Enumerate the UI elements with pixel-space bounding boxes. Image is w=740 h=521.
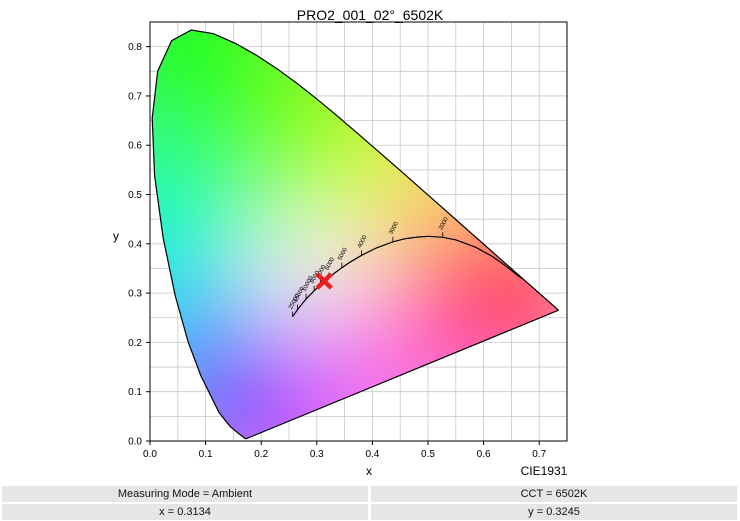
chart-title: PRO2_001_02°_6502K (297, 7, 444, 23)
y-tick-label: 0.6 (128, 141, 142, 152)
cct-label-5000: 5000 (337, 246, 349, 261)
x-tick-label: 0.3 (310, 449, 324, 460)
x-tick-label: 0.2 (254, 449, 268, 460)
y-value-label: y = 0.3245 (371, 504, 737, 520)
x-axis-label: x (366, 464, 372, 478)
x-tick-label: 0.0 (143, 449, 157, 460)
y-tick-label: 0.8 (128, 42, 142, 53)
info-row-1: Measuring Mode = Ambient CCT = 6502K (0, 486, 740, 502)
spectral-locus (151, 29, 559, 440)
x-value-label: x = 0.3134 (2, 504, 368, 520)
info-row-2: x = 0.3134 y = 0.3245 (0, 504, 740, 520)
cct-label: CCT = 6502K (371, 486, 737, 502)
marker-stroke-b (315, 272, 333, 290)
x-axis-ticks: 0.0 0.1 0.2 0.3 0.4 0.5 0.6 0.7 (143, 441, 547, 460)
y-tick-label: 0.1 (128, 387, 142, 398)
y-axis-label: y (113, 229, 119, 243)
cct-label-4000: 4000 (357, 234, 369, 249)
x-tick-label: 0.7 (532, 449, 546, 460)
corner-label: CIE1931 (521, 464, 568, 478)
plot-frame (149, 21, 568, 442)
x-tick-label: 0.5 (421, 449, 435, 460)
y-tick-label: 0.3 (128, 289, 142, 300)
measuring-mode-label: Measuring Mode = Ambient (2, 486, 368, 502)
cct-label-7000: 7000 (316, 264, 328, 279)
cct-label-6000: 6000 (325, 256, 337, 271)
cct-label-8000: 8000 (310, 270, 322, 285)
cie-chromaticity-chart: PRO2_001_02°_6502K 2000 3000 4000 500060007… (113, 7, 568, 478)
measured-point-marker (315, 272, 333, 290)
y-tick-label: 0.7 (128, 91, 142, 102)
cct-label-2000: 2000 (438, 216, 450, 231)
x-tick-label: 0.1 (199, 449, 213, 460)
y-axis-ticks: 0.0 0.1 0.2 0.3 0.4 0.5 0.6 0.7 0.8 (128, 42, 150, 448)
y-tick-label: 0.5 (128, 190, 142, 201)
y-tick-label: 0.2 (128, 338, 142, 349)
x-tick-label: 0.6 (477, 449, 491, 460)
cct-label-3000: 3000 (388, 221, 400, 236)
y-tick-label: 0.4 (128, 239, 142, 250)
x-tick-label: 0.4 (365, 449, 379, 460)
y-tick-label: 0.0 (128, 437, 142, 448)
